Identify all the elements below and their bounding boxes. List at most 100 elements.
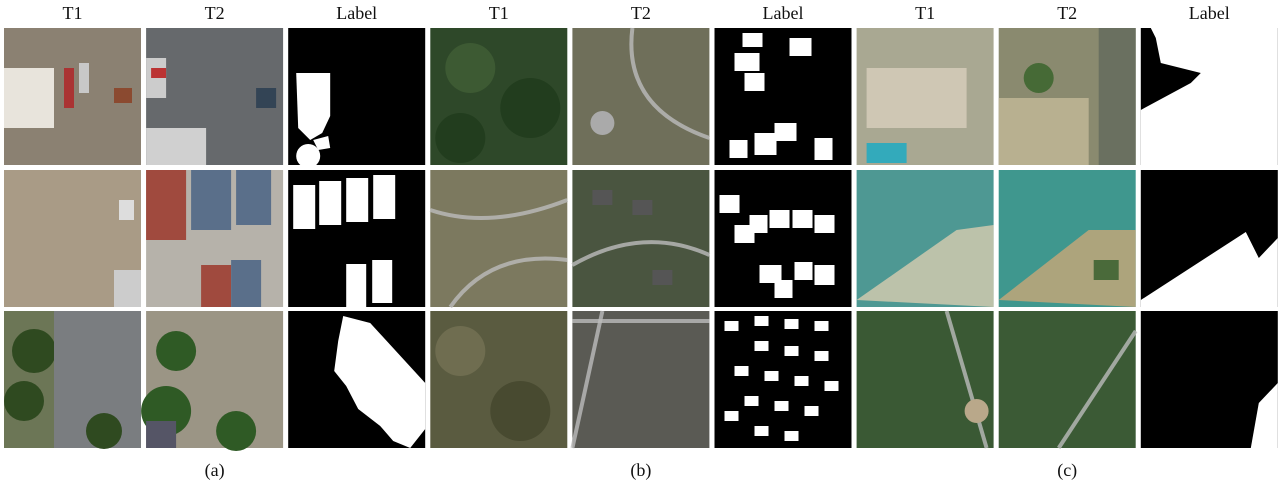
- image-tile: [857, 28, 994, 165]
- shape: [867, 143, 907, 163]
- shape: [725, 321, 739, 331]
- shape: [346, 178, 368, 222]
- shape: [999, 98, 1089, 165]
- shape: [785, 431, 799, 441]
- shape: [435, 326, 485, 376]
- shape: [815, 265, 835, 285]
- image-tile: [430, 170, 567, 307]
- shape: [750, 215, 768, 233]
- image-tile: [430, 311, 567, 448]
- shape: [4, 381, 44, 421]
- shape: [500, 78, 560, 138]
- label-mask: [1141, 170, 1278, 307]
- shape: [770, 210, 790, 228]
- shape: [346, 264, 366, 307]
- shape: [435, 113, 485, 163]
- label-mask: [715, 170, 852, 307]
- label-mask: [288, 28, 425, 168]
- shape: [745, 396, 759, 406]
- shape: [790, 38, 812, 56]
- shape: [231, 260, 261, 307]
- shape: [785, 319, 799, 329]
- image-tile: [857, 170, 994, 307]
- label-mask: [288, 311, 425, 448]
- column-header: T2: [631, 3, 651, 23]
- figure: T1T2Label(a)T1T2Label(b)T1T2Label(c): [0, 0, 1288, 487]
- shape: [755, 341, 769, 351]
- label-mask: [288, 170, 425, 307]
- image-tile: [572, 170, 709, 307]
- shape: [114, 270, 141, 307]
- shape: [201, 265, 231, 307]
- image-tile: [146, 170, 283, 307]
- column-header: T2: [205, 3, 225, 23]
- shape: [86, 413, 122, 449]
- shape: [256, 88, 276, 108]
- shape: [1024, 63, 1054, 93]
- column-header: Label: [336, 3, 377, 23]
- shape: [445, 43, 495, 93]
- tile-bg: [715, 311, 852, 448]
- tile-bg: [857, 311, 994, 448]
- shape: [79, 63, 89, 93]
- shape: [745, 73, 765, 91]
- column-header: T1: [915, 3, 935, 23]
- shape: [775, 123, 797, 141]
- shape: [4, 68, 54, 128]
- shape: [755, 316, 769, 326]
- image-tile: [4, 28, 141, 165]
- shape: [725, 411, 739, 421]
- shape: [805, 406, 819, 416]
- shape: [632, 200, 652, 215]
- shape: [592, 190, 612, 205]
- tile-bg: [430, 170, 567, 307]
- tile-bg: [572, 311, 709, 448]
- shape: [64, 68, 74, 108]
- shape: [590, 111, 614, 135]
- shape: [735, 366, 749, 376]
- shape: [114, 88, 132, 103]
- shape: [735, 53, 760, 71]
- image-tile: [4, 170, 141, 307]
- image-tile: [572, 311, 709, 448]
- shape: [119, 200, 134, 220]
- shape: [775, 401, 789, 411]
- shape: [216, 411, 256, 451]
- shape: [867, 68, 967, 128]
- shape: [825, 381, 839, 391]
- shape: [743, 33, 763, 47]
- shape: [156, 331, 196, 371]
- label-mask: [715, 311, 852, 448]
- shape: [236, 170, 271, 225]
- caption: (c): [1057, 460, 1077, 481]
- image-tile: [146, 28, 283, 165]
- shape: [191, 170, 231, 230]
- image-tile: [999, 28, 1136, 165]
- shape: [795, 262, 813, 280]
- image-tile: [430, 28, 567, 165]
- shape: [146, 170, 186, 240]
- shape: [785, 346, 799, 356]
- caption: (a): [205, 460, 225, 481]
- image-tile: [857, 311, 994, 448]
- shape: [293, 185, 315, 229]
- shape: [815, 321, 829, 331]
- shape: [372, 260, 392, 303]
- shape: [490, 381, 550, 441]
- image-tile: [999, 170, 1136, 307]
- image-tile: [999, 311, 1136, 448]
- label-mask: [1141, 28, 1278, 165]
- shape: [795, 376, 809, 386]
- column-header: Label: [1189, 3, 1230, 23]
- shape: [12, 329, 56, 373]
- column-header: T2: [1057, 3, 1077, 23]
- shape: [730, 140, 748, 158]
- shape: [755, 426, 769, 436]
- shape: [1094, 260, 1119, 280]
- shape: [319, 181, 341, 225]
- shape: [775, 280, 793, 298]
- shape: [793, 210, 813, 228]
- shape: [146, 421, 176, 448]
- shape: [965, 399, 989, 423]
- caption: (b): [630, 460, 651, 481]
